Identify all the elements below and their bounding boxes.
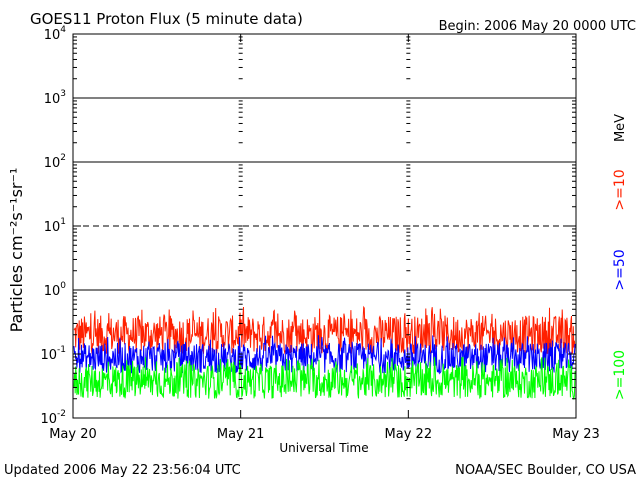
x-tick-label: May 20 [49, 427, 97, 442]
series-line-2 [73, 356, 576, 401]
y-tick-label: 100 [44, 281, 67, 299]
y-tick-label: 101 [44, 217, 66, 235]
x-tick-label: May 21 [217, 427, 265, 442]
x-tick-labels: May 20 May 21 May 22 May 23 [49, 427, 600, 442]
y-tick-label: 104 [44, 25, 67, 43]
series-line-0 [73, 305, 576, 355]
legend-label-0: >=10 [612, 169, 628, 210]
y-tick-label: 10-1 [40, 345, 66, 363]
y-tick-label: 10-2 [40, 409, 66, 427]
updated-label: Updated 2006 May 22 23:56:04 UTC [4, 463, 241, 478]
x-tick-label: May 23 [552, 427, 600, 442]
credit-label: NOAA/SEC Boulder, CO USA [455, 463, 636, 478]
chart-title: GOES11 Proton Flux (5 minute data) [30, 10, 303, 28]
gridlines [73, 97, 576, 291]
legend-label-1: >=50 [612, 249, 628, 290]
plot-frame [72, 33, 577, 419]
series-line-1 [73, 335, 576, 375]
series-group [73, 305, 576, 401]
y-axis-label: Particles cm⁻²s⁻¹sr⁻¹ [7, 168, 26, 333]
y-tick-label: 103 [44, 89, 66, 107]
x-axis-label: Universal Time [279, 441, 368, 455]
begin-label: Begin: 2006 May 20 0000 UTC [439, 19, 636, 34]
x-tick-label: May 22 [385, 427, 433, 442]
y-tick-labels: 10-2 10-1 100 101 102 103 104 [40, 25, 66, 427]
y-tick-label: 102 [44, 153, 66, 171]
legend-label-2: >=100 [612, 350, 628, 400]
legend: >=10 >=50 >=100 [612, 169, 628, 400]
units-label: MeV [613, 114, 628, 142]
